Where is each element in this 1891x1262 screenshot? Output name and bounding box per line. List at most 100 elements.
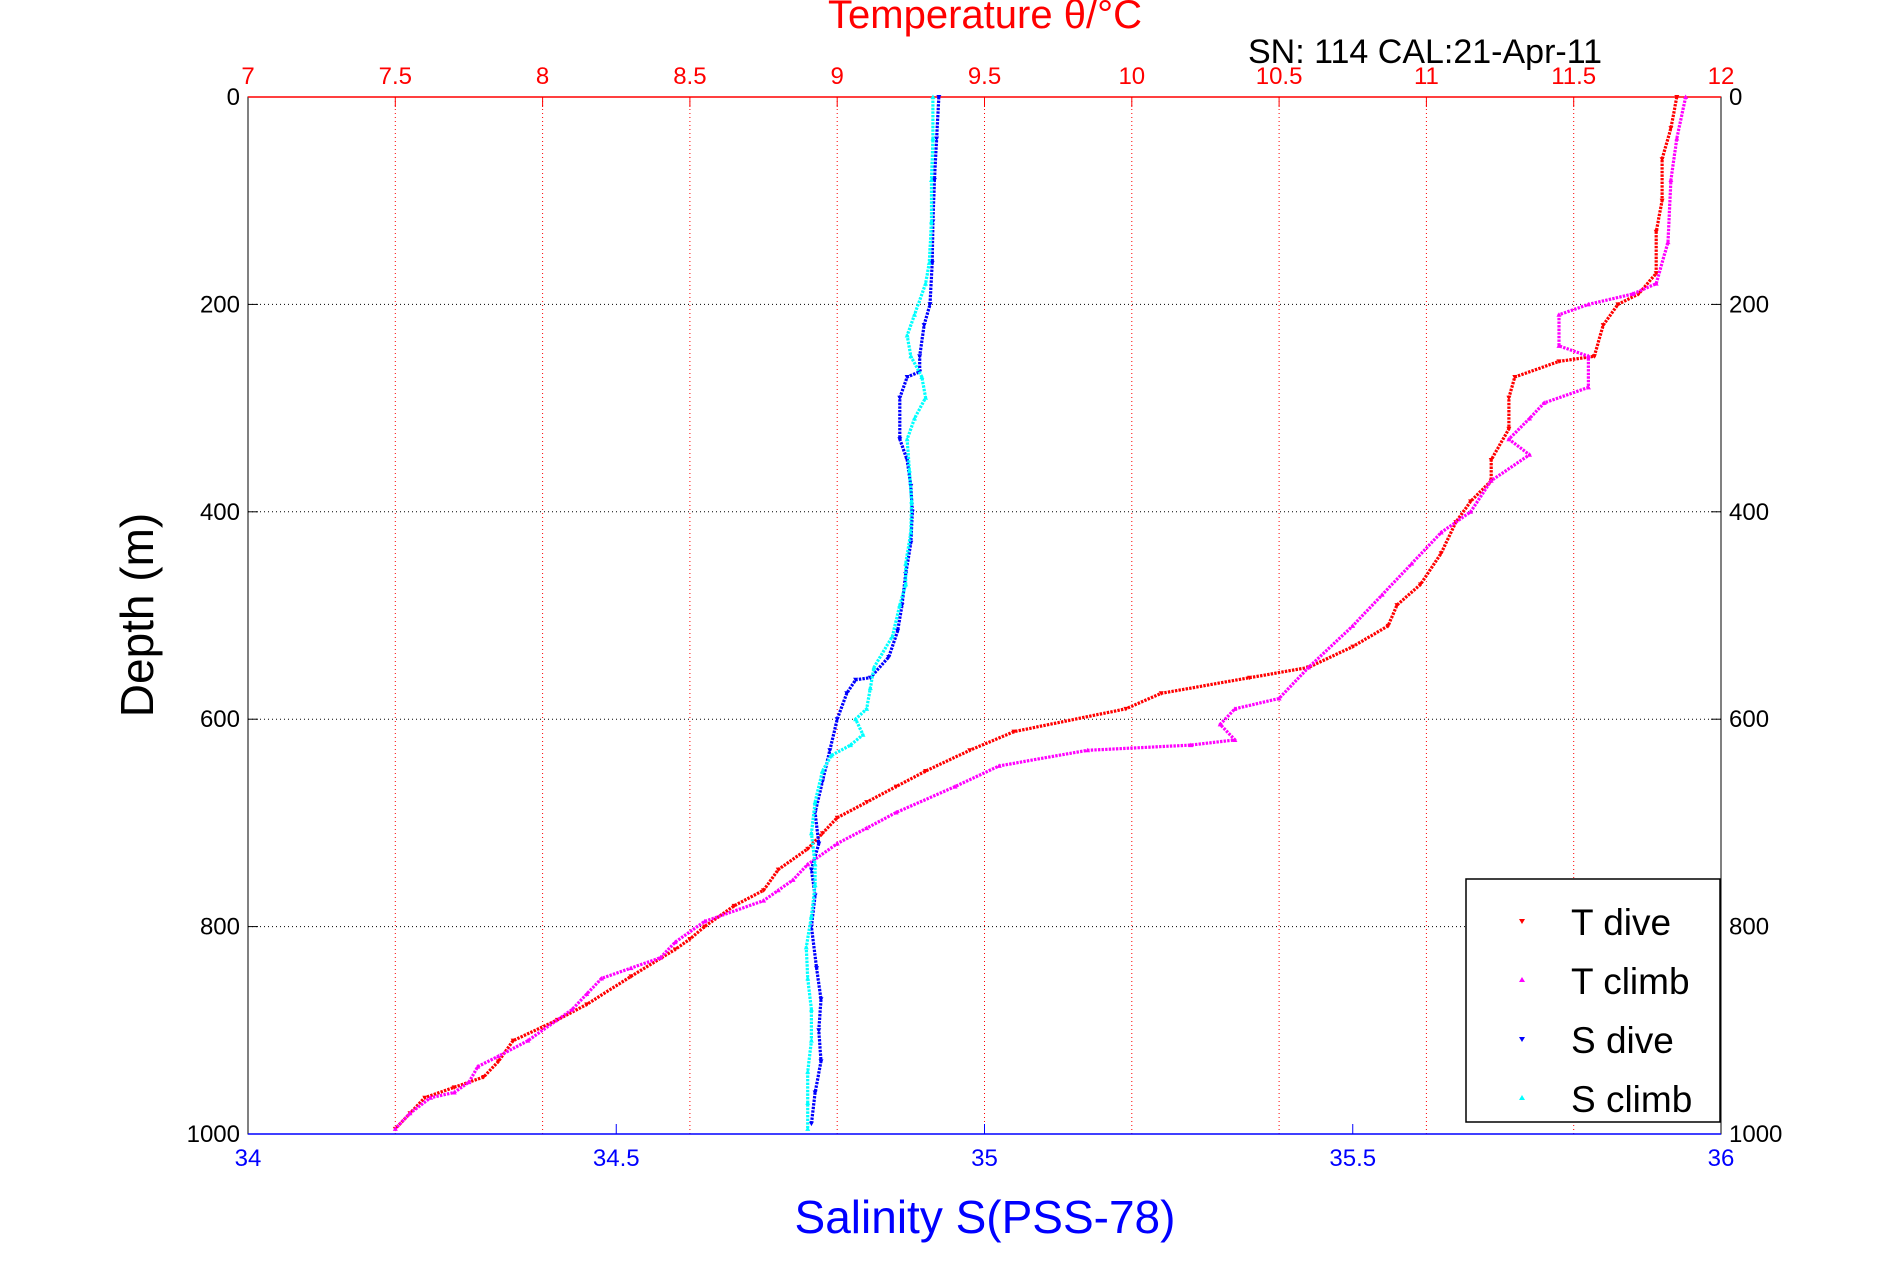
data-point: [1674, 135, 1680, 141]
tick-label-right-y: 0: [1729, 84, 1742, 111]
data-point: [1527, 415, 1533, 421]
series-t-climb: [392, 94, 1689, 1131]
data-point: [1659, 157, 1665, 162]
tick-label-top-x: 7.5: [379, 63, 412, 90]
data-point: [917, 354, 923, 359]
data-point: [569, 1007, 575, 1012]
data-point: [657, 955, 663, 960]
data-point: [818, 1059, 824, 1064]
data-point: [889, 633, 895, 639]
tick-label-right-y: 600: [1729, 706, 1769, 733]
x-axis-label: Salinity S(PSS-78): [795, 1191, 1176, 1243]
y-axis-label: Depth (m): [111, 513, 163, 717]
data-point: [903, 561, 909, 566]
data-point: [1541, 400, 1547, 405]
data-point: [1188, 742, 1194, 748]
tick-label-top-x: 12: [1708, 63, 1735, 90]
data-point: [808, 1038, 814, 1043]
data-point: [834, 717, 840, 722]
data-point: [930, 135, 936, 141]
tick-label-top-x: 10: [1118, 63, 1145, 90]
data-point: [1668, 126, 1674, 131]
data-point: [867, 685, 873, 691]
data-point: [1653, 271, 1659, 276]
data-point: [510, 1038, 516, 1044]
data-point: [808, 1007, 814, 1012]
tick-label-right-y: 800: [1729, 914, 1769, 941]
data-point: [495, 1059, 501, 1064]
data-point: [1668, 177, 1674, 182]
data-point: [923, 769, 929, 774]
data-point: [422, 1095, 428, 1101]
data-point: [921, 323, 927, 328]
data-point: [904, 333, 910, 338]
data-point: [853, 677, 859, 683]
data-point: [1585, 301, 1591, 307]
data-point: [864, 706, 870, 711]
tick-label-bottom-x: 34.5: [593, 1145, 640, 1172]
data-point: [805, 1100, 811, 1105]
data-point: [481, 1074, 487, 1080]
tick-label-right-y: 1000: [1729, 1121, 1782, 1148]
data-point: [1468, 499, 1474, 504]
legend-marker: [1519, 1095, 1525, 1100]
data-point: [816, 841, 822, 847]
series-trace: [809, 96, 941, 1124]
data-point: [912, 415, 918, 421]
data-point: [1085, 747, 1091, 753]
data-point: [1506, 426, 1512, 432]
data-point: [599, 975, 605, 981]
data-point: [897, 437, 903, 442]
legend-marker: [1519, 919, 1525, 924]
chart-subtitle: SN: 114 CAL:21-Apr-11: [1248, 33, 1602, 71]
data-point: [761, 898, 767, 903]
data-point: [1585, 353, 1591, 359]
data-point: [1630, 291, 1636, 297]
legend-box: [1465, 878, 1721, 1123]
series-t-dive: [392, 95, 1680, 1132]
data-point: [834, 841, 840, 846]
data-point: [392, 1126, 398, 1131]
tick-label-bottom-x: 34: [235, 1145, 262, 1172]
data-point: [886, 654, 892, 660]
data-point: [1600, 323, 1606, 328]
data-point: [1418, 582, 1424, 587]
data-point: [931, 177, 937, 183]
data-point: [466, 1079, 472, 1085]
data-point: [790, 877, 796, 882]
data-point: [775, 867, 781, 873]
tick-label-top-x: 9: [831, 63, 844, 90]
data-point: [628, 974, 634, 979]
data-point: [1232, 737, 1238, 742]
data-point: [903, 581, 909, 587]
tick-label-top-x: 8.5: [673, 63, 706, 90]
tick-label-top-x: 10.5: [1256, 63, 1303, 90]
data-point: [908, 353, 914, 359]
tick-label-left-y: 600: [200, 706, 240, 733]
data-point: [908, 540, 914, 546]
chart-title: Temperature θ/°C: [828, 0, 1142, 37]
data-point: [495, 1053, 501, 1059]
data-point: [808, 1121, 814, 1127]
data-point: [451, 1090, 457, 1095]
data-point: [1665, 239, 1671, 245]
data-point: [808, 913, 814, 919]
data-point: [895, 629, 901, 634]
tick-label-right-y: 400: [1729, 499, 1769, 526]
data-point: [808, 867, 814, 873]
tick-label-bottom-x: 35.5: [1329, 1145, 1376, 1172]
data-point: [834, 815, 840, 821]
data-point: [906, 467, 912, 473]
data-point: [1659, 198, 1665, 204]
data-point: [1683, 94, 1689, 99]
data-point: [952, 784, 958, 789]
tick-label-bottom-x: 36: [1708, 1145, 1735, 1172]
data-point: [1591, 354, 1597, 359]
data-point: [475, 1064, 481, 1069]
data-point: [926, 260, 932, 265]
data-point: [808, 830, 814, 836]
data-point: [672, 947, 678, 952]
tick-label-top-x: 7: [241, 63, 254, 90]
data-point: [428, 1095, 434, 1100]
data-point: [1653, 229, 1659, 235]
